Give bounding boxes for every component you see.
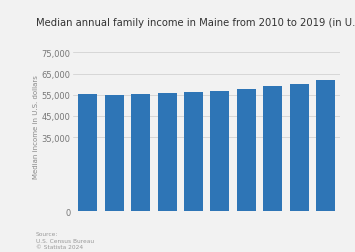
Bar — [316, 80, 335, 211]
Bar — [211, 91, 229, 211]
Bar — [78, 95, 97, 211]
Bar — [184, 93, 203, 211]
Bar — [237, 89, 256, 211]
Y-axis label: Median income in U.S. dollars: Median income in U.S. dollars — [33, 75, 39, 179]
Bar — [290, 85, 308, 211]
Bar — [263, 86, 282, 211]
Text: Source:
U.S. Census Bureau
© Statista 2024: Source: U.S. Census Bureau © Statista 20… — [36, 231, 94, 249]
Text: Median annual family income in Maine from 2010 to 2019 (in U.S. dollars): Median annual family income in Maine fro… — [36, 18, 355, 28]
Bar — [105, 95, 124, 211]
Bar — [131, 95, 150, 211]
Bar — [158, 94, 176, 211]
